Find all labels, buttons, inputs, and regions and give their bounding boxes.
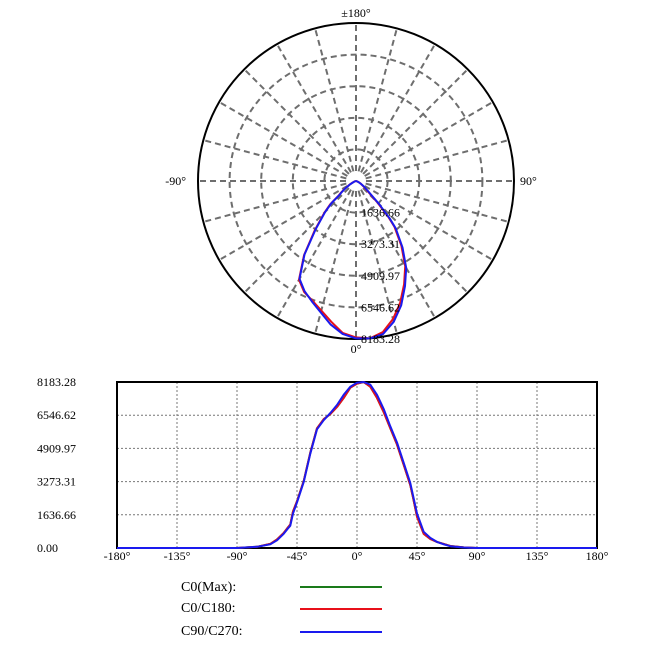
polar-ring xyxy=(228,53,484,309)
cart-x-tick-label: -45° xyxy=(287,549,308,563)
polar-angle-label-180: ±180° xyxy=(341,6,371,20)
polar-spoke xyxy=(365,182,509,223)
polar-chart: 1636.66 3273.31 4909.97 6546.62 8183.28 ±180°… xyxy=(165,6,537,356)
polar-spoke xyxy=(365,139,509,180)
polar-radial-tick-label: 1636.66 xyxy=(361,206,400,220)
polar-ring xyxy=(260,85,452,277)
polar-radial-tick-label: 8183.28 xyxy=(361,332,400,346)
cart-x-tick-label: 180° xyxy=(586,549,609,563)
cart-series-c90c270 xyxy=(117,381,597,549)
polar-spoke xyxy=(218,101,348,177)
polar-angle-label-90: 90° xyxy=(520,174,537,188)
polar-spoke xyxy=(314,28,355,172)
polar-radial-tick-label: 6546.62 xyxy=(361,300,400,314)
cart-x-tick-label: 135° xyxy=(526,549,549,563)
cart-y-tick-label: 8183.28 xyxy=(37,375,76,389)
polar-spoke xyxy=(364,101,494,177)
polar-radial-tick-label: 4909.97 xyxy=(361,269,400,283)
polar-spoke xyxy=(360,43,436,173)
polar-spoke xyxy=(203,182,347,223)
cartesian-chart: 0.00 1636.66 3273.31 4909.97 6546.62 8183.28 -… xyxy=(37,375,609,563)
polar-spoke xyxy=(276,43,352,173)
cart-y-tick-label: 1636.66 xyxy=(37,508,76,522)
polar-spoke xyxy=(357,190,398,334)
polar-series-c90c270 xyxy=(298,180,408,340)
polar-spoke xyxy=(203,139,347,180)
polar-spoke xyxy=(362,68,469,175)
cart-y-tick-label: 6546.62 xyxy=(37,408,76,422)
polar-spoke xyxy=(243,68,350,175)
legend-label-c0-max: C0(Max): xyxy=(181,580,237,595)
cart-x-tick-label: 45° xyxy=(409,549,426,563)
legend-label-c0-c180: C0/C180: xyxy=(181,601,236,616)
polar-spoke xyxy=(364,185,494,261)
legend-label-c90-c270: C90/C270: xyxy=(181,624,243,639)
cart-y-tick-label: 0.00 xyxy=(37,541,58,555)
polar-spoke xyxy=(360,189,436,319)
cart-x-tick-label: 90° xyxy=(469,549,486,563)
cart-y-tick-label: 4909.97 xyxy=(37,441,76,455)
polar-spoke xyxy=(218,185,348,261)
polar-radial-tick-label: 3273.31 xyxy=(361,237,400,251)
cart-x-tick-label: -180° xyxy=(104,549,131,563)
polar-ring xyxy=(291,116,421,246)
polar-spoke xyxy=(357,28,398,172)
cart-x-tick-label: 0° xyxy=(352,549,363,563)
cart-x-tick-label: -90° xyxy=(227,549,248,563)
polar-angle-label-neg90: -90° xyxy=(165,174,186,188)
cart-y-tick-label: 3273.31 xyxy=(37,475,76,489)
cart-x-tick-label: -135° xyxy=(164,549,191,563)
polar-spoke xyxy=(276,189,352,319)
polar-ring xyxy=(323,148,389,214)
polar-spoke xyxy=(243,187,350,294)
polar-angle-label-0: 0° xyxy=(351,342,362,356)
